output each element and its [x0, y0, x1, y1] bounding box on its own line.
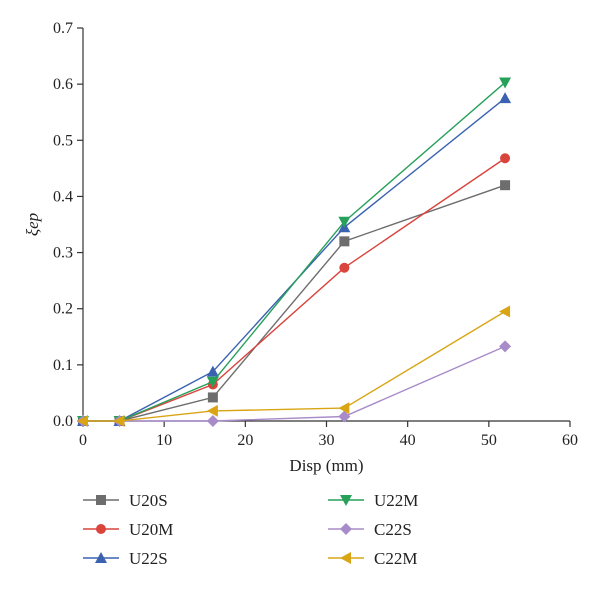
data-point-c22m	[77, 415, 88, 427]
legend-item-u20s: U20S	[83, 491, 168, 510]
y-tick-label: 0.6	[53, 76, 73, 93]
y-tick-label: 0.7	[53, 20, 73, 37]
data-point-u20m	[500, 153, 511, 164]
data-point-u22m	[338, 216, 351, 228]
y-tick-label: 0.3	[53, 245, 73, 262]
data-point-c22m	[206, 404, 218, 417]
data-point-c22m	[338, 402, 350, 415]
legend-label-u22m: U22M	[374, 491, 418, 510]
x-tick-label: 40	[400, 432, 416, 449]
series-c22s	[77, 340, 512, 427]
legend-item-u20m: U20M	[83, 520, 173, 539]
data-point-u22s	[206, 365, 219, 377]
data-point-c22s	[206, 415, 219, 427]
legend-label-c22s: C22S	[374, 520, 412, 539]
legend-marker-u22s	[95, 552, 107, 563]
series-u22s	[77, 92, 512, 426]
data-point-c22m	[499, 305, 511, 318]
legend-marker-u22m	[340, 495, 352, 506]
legend-label-u22s: U22S	[129, 549, 168, 568]
legend: U20S U20M U22S U22M C22S C22M	[83, 491, 418, 568]
series-line-u22m	[83, 81, 506, 422]
y-tick-label: 0.5	[53, 132, 73, 149]
legend-marker-u20m	[96, 524, 106, 534]
x-tick-label: 50	[481, 432, 497, 449]
data-point-c22m	[113, 415, 125, 427]
data-point-u20s	[339, 236, 350, 247]
data-point-u22m	[206, 376, 219, 388]
legend-marker-c22m	[340, 552, 351, 564]
series-u20s	[78, 180, 511, 426]
series-c22m	[77, 305, 511, 427]
legend-label-u20s: U20S	[129, 491, 168, 510]
legend-item-c22s: C22S	[328, 520, 412, 539]
legend-marker-c22s	[340, 523, 352, 535]
series-line-c22m	[83, 310, 506, 422]
data-point-c22s	[499, 340, 512, 353]
axes: 0 10 20 30 40 50 60 0.0 0.1 0.2 0.3 0.4 0.5 0.6 0.7	[53, 20, 578, 449]
y-axis-title: ξep	[23, 213, 42, 236]
x-tick-label: 10	[156, 432, 172, 449]
series-u22m	[77, 77, 512, 427]
x-tick-label: 0	[79, 432, 87, 449]
series-line-u22s	[83, 97, 506, 422]
data-point-c22s	[338, 410, 351, 423]
series-u20m	[78, 153, 511, 426]
legend-label-c22m: C22M	[374, 549, 417, 568]
legend-marker-u20s	[96, 495, 106, 505]
series-line-u20m	[83, 157, 506, 422]
y-tick-label: 0.2	[53, 301, 73, 318]
data-point-u20m	[339, 262, 350, 273]
x-tick-label: 30	[319, 432, 335, 449]
data-point-u20s	[500, 180, 511, 191]
legend-item-c22m: C22M	[328, 549, 417, 568]
legend-item-u22s: U22S	[83, 549, 168, 568]
data-point-u20s	[207, 392, 218, 403]
data-point-u22m	[499, 77, 512, 89]
legend-item-u22m: U22M	[328, 491, 418, 510]
x-axis-title: Disp (mm)	[289, 456, 363, 475]
data-point-u22s	[499, 92, 512, 104]
series-line-u20s	[83, 184, 506, 422]
series-layer	[77, 77, 512, 427]
y-tick-label: 0.0	[53, 413, 73, 430]
x-tick-label: 20	[237, 432, 253, 449]
legend-label-u20m: U20M	[129, 520, 173, 539]
x-tick-label: 60	[562, 432, 578, 449]
y-tick-label: 0.4	[53, 188, 73, 205]
y-tick-label: 0.1	[53, 357, 73, 374]
